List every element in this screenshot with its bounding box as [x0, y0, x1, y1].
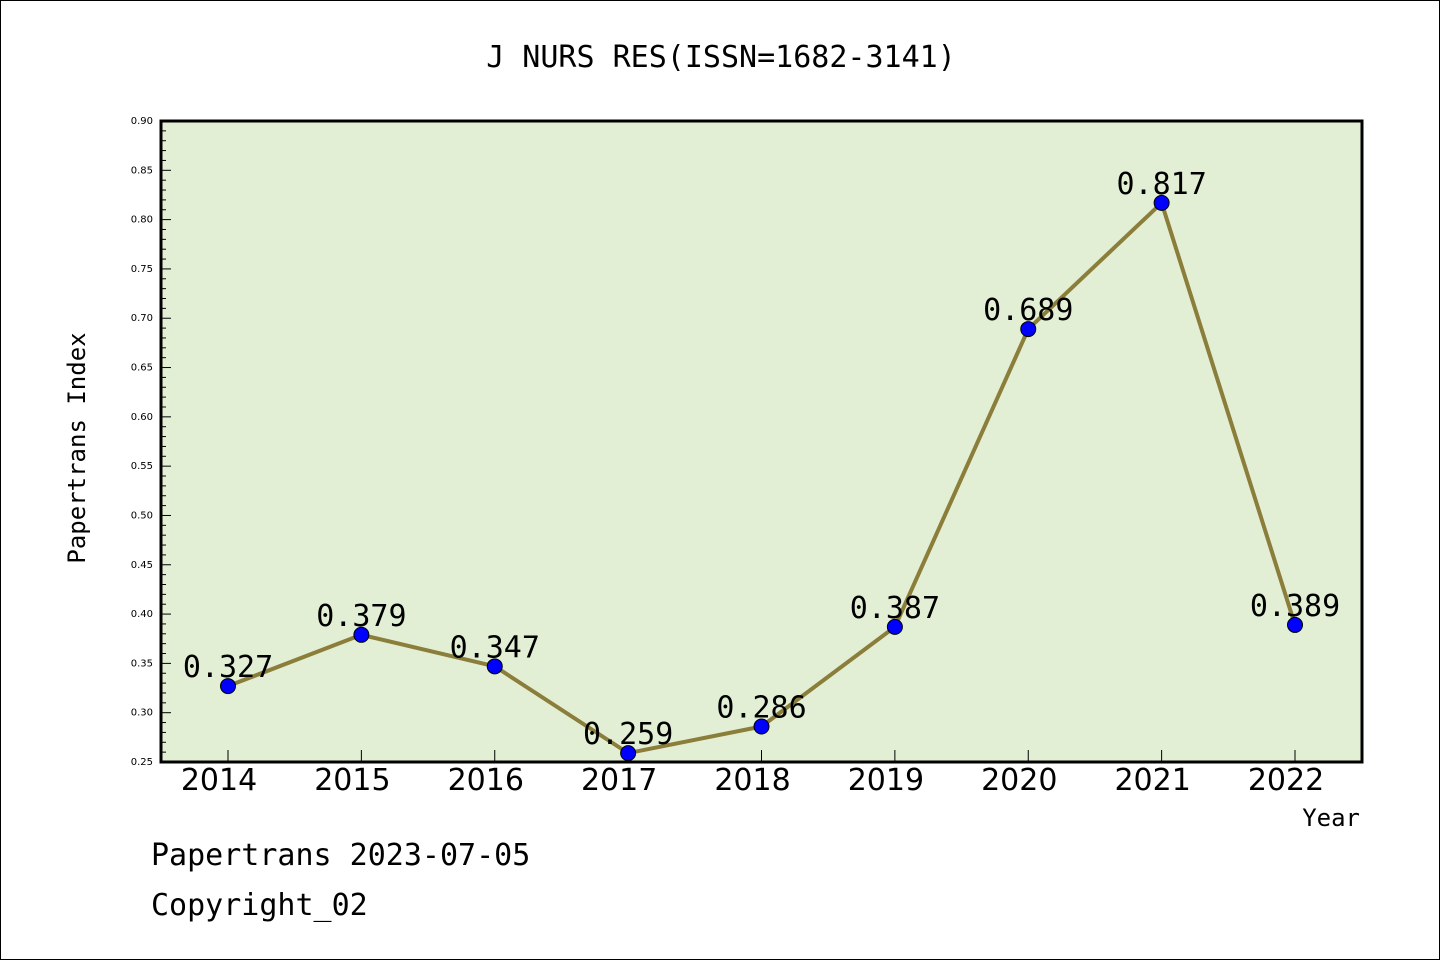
- x-tick-label: 2015: [314, 763, 390, 798]
- y-tick-label: 0.45: [131, 560, 153, 571]
- y-tick-label: 0.40: [131, 609, 153, 620]
- y-tick-label: 0.80: [131, 215, 153, 226]
- data-label: 0.817: [1116, 167, 1206, 202]
- y-tick-label: 0.50: [131, 510, 153, 521]
- x-axis-label: Year: [1302, 804, 1360, 832]
- data-label: 0.389: [1250, 589, 1340, 624]
- x-tick-label: 2018: [714, 763, 790, 798]
- data-label: 0.387: [850, 591, 940, 626]
- y-tick-label: 0.75: [131, 264, 153, 275]
- y-tick-label: 0.70: [131, 313, 153, 324]
- y-axis: 0.25 0.30 0.35 0.40 0.45 0.50 0.55 0.60 0.65 0.70…: [131, 116, 171, 768]
- y-tick-label: 0.85: [131, 165, 153, 176]
- data-label: 0.259: [583, 717, 673, 752]
- data-label: 0.286: [716, 690, 806, 725]
- x-tick-label: 2014: [181, 763, 257, 798]
- x-tick-label: 2021: [1114, 763, 1190, 798]
- y-tick-label: 0.30: [131, 708, 153, 719]
- x-tick-label: 2020: [981, 763, 1057, 798]
- data-point: [1020, 321, 1037, 338]
- y-tick-label: 0.65: [131, 363, 153, 374]
- data-point: [486, 658, 503, 675]
- data-point: [1153, 194, 1170, 211]
- y-axis-label: Papertrans Index: [63, 332, 91, 563]
- data-label: 0.689: [983, 293, 1073, 328]
- x-tick-label: 2016: [448, 763, 524, 798]
- y-tick-label: 0.90: [131, 116, 153, 127]
- data-points: [220, 194, 1303, 762]
- chart-title: J NURS RES(ISSN=1682-3141): [486, 40, 956, 75]
- data-point: [620, 745, 637, 762]
- y-tick-label: 0.55: [131, 461, 153, 472]
- data-label: 0.379: [316, 599, 406, 634]
- data-label: 0.327: [183, 650, 273, 685]
- x-tick-label: 2017: [581, 763, 657, 798]
- y-tick-label: 0.60: [131, 412, 153, 423]
- y-tick-label: 0.35: [131, 658, 153, 669]
- data-point: [220, 678, 236, 695]
- x-tick-label: 2022: [1248, 763, 1324, 798]
- plot-area: [159, 119, 1364, 764]
- data-point: [753, 718, 770, 735]
- data-labels: 0.327 0.379 0.347 0.259 0.286 0.387 0.689 0.817…: [183, 167, 1340, 752]
- y-tick-label: 0.25: [131, 757, 153, 768]
- data-label: 0.347: [450, 630, 540, 665]
- data-point: [353, 626, 370, 643]
- data-point: [886, 618, 903, 635]
- data-point: [1287, 616, 1303, 633]
- footer-date: Papertrans 2023-07-05: [151, 838, 530, 873]
- footer-copyright: Copyright_02: [151, 888, 368, 923]
- x-axis: 2014 2015 2016 2017 2018 2019 2020 2021 2022: [181, 750, 1324, 798]
- x-tick-label: 2019: [848, 763, 924, 798]
